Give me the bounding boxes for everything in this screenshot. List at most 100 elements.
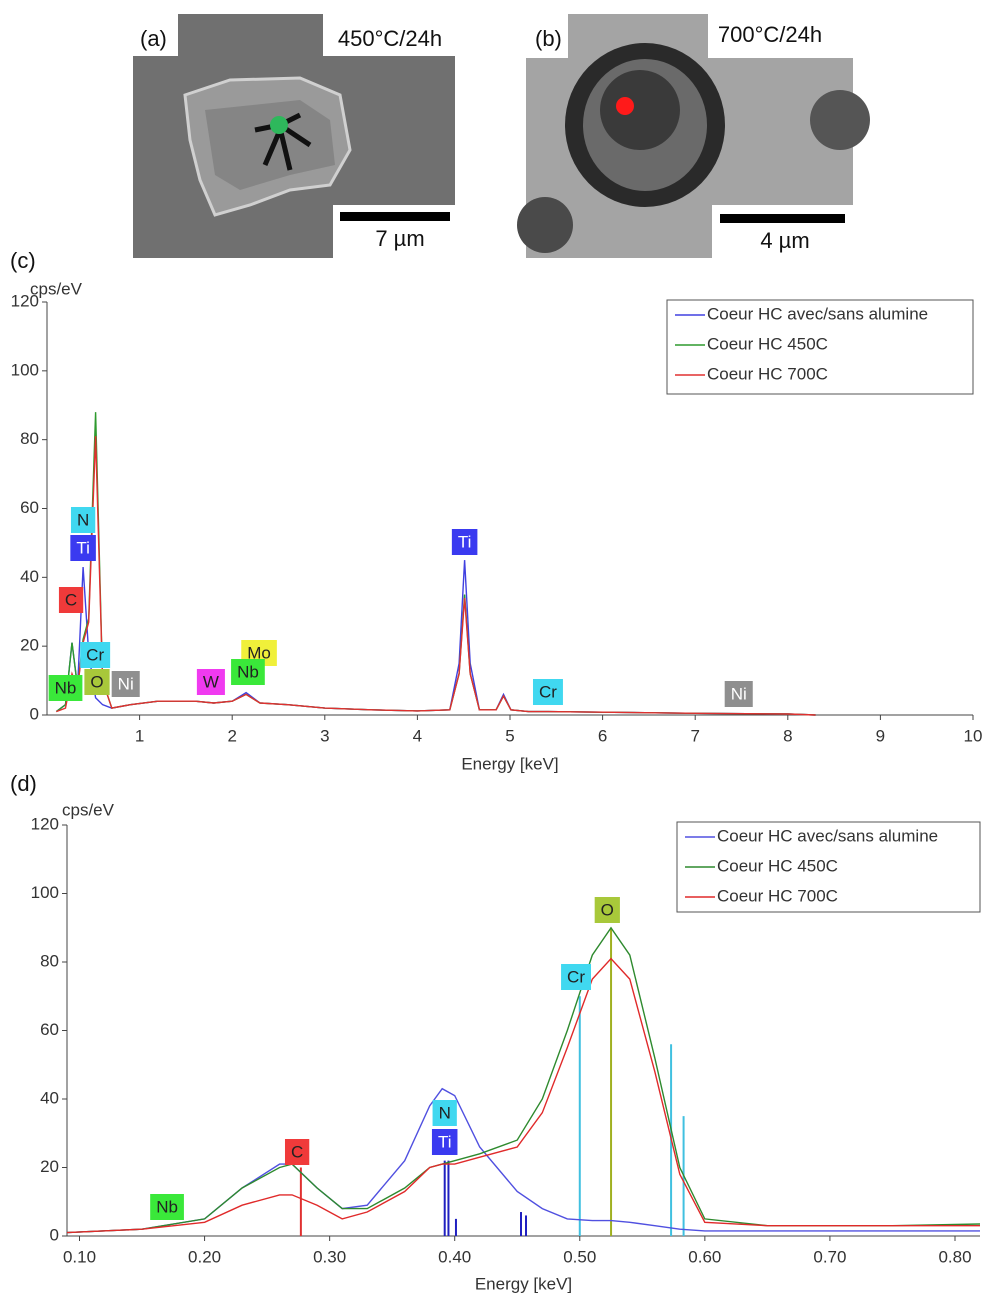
element-label: Ti [76, 538, 90, 557]
x-tick-label: 6 [598, 726, 607, 745]
element-label-box [80, 642, 111, 668]
legend-label: Coeur HC 450C [717, 856, 838, 875]
element-label: W [203, 672, 219, 691]
y-tick-label: 60 [40, 1020, 59, 1039]
x-tick-label: 1 [135, 726, 144, 745]
chart: (d) cps/eV Energy [keV] 0 20 40 60 80 100 120 0.10… [10, 771, 981, 1293]
element-label: Nb [55, 678, 77, 697]
y-tick-label: 40 [40, 1088, 59, 1107]
element-label: Cr [86, 645, 104, 664]
scale-bar-label: 7 µm [375, 226, 424, 251]
legend-label: Coeur HC 450C [707, 334, 828, 353]
x-tick-label: 8 [783, 726, 792, 745]
element-label-box [84, 669, 110, 695]
element-label-box [58, 587, 84, 613]
panel-label: (c) [10, 248, 36, 273]
y-axis-label: cps/eV [30, 279, 83, 298]
y-tick-label: 100 [11, 360, 39, 379]
sem-image-b: (b) 700°C/24h 4 µm [517, 14, 870, 258]
x-axis-label: Energy [keV] [461, 754, 558, 773]
element-label: N [77, 510, 89, 529]
y-tick-label: 60 [20, 498, 39, 517]
element-label: Cr [539, 682, 557, 701]
element-label: Mo [247, 643, 271, 662]
element-label-box [196, 669, 225, 695]
x-tick-label: 4 [413, 726, 422, 745]
legend-label: Coeur HC 700C [707, 364, 828, 383]
y-tick-label: 120 [11, 291, 39, 310]
y-tick-label: 100 [31, 883, 59, 902]
scale-bar-label: 4 µm [760, 228, 809, 253]
x-tick-label: 0.70 [813, 1247, 846, 1266]
element-label: Nb [156, 1197, 178, 1216]
legend-label: Coeur HC 700C [717, 886, 838, 905]
x-tick-label: 10 [964, 726, 983, 745]
panel-label: (a) [140, 26, 167, 51]
x-tick-label: 7 [690, 726, 699, 745]
element-label-box [431, 1129, 458, 1155]
element-label-box [111, 671, 140, 697]
spectrum-line [55, 560, 816, 716]
x-tick-label: 0.20 [188, 1247, 221, 1266]
element-label: Ni [118, 674, 134, 693]
y-tick-label: 40 [20, 567, 39, 586]
panel-condition: 700°C/24h [718, 22, 822, 47]
y-tick-label: 20 [40, 1157, 59, 1176]
element-label: N [439, 1103, 451, 1122]
spectrum-line [66, 926, 981, 1234]
y-tick-label: 120 [31, 814, 59, 833]
x-tick-label: 0.10 [63, 1247, 96, 1266]
element-label-box [150, 1194, 184, 1220]
element-label: O [90, 672, 103, 691]
panel-label: (d) [10, 771, 37, 796]
spectrum-line [66, 1087, 980, 1234]
y-tick-label: 80 [20, 429, 39, 448]
x-tick-label: 0.50 [563, 1247, 596, 1266]
chart: (c) cps/eV Energy [keV] 0 20 40 60 80 100 120 1 2 3 4… [10, 248, 982, 774]
x-tick-label: 9 [876, 726, 885, 745]
sem-image-a: (a) 450°C/24h 7 µm [133, 14, 455, 258]
element-label-box [561, 964, 592, 990]
spectrum-line [66, 957, 980, 1234]
y-axis-label: cps/eV [62, 800, 115, 819]
element-label-box [284, 1139, 310, 1165]
spectrum-line [56, 436, 816, 716]
element-label-box [594, 897, 620, 923]
y-tick-label: 0 [50, 1225, 59, 1244]
x-tick-label: 0.40 [438, 1247, 471, 1266]
element-label: Ni [731, 684, 747, 703]
legend-box [676, 821, 981, 913]
x-tick-label: 0.80 [938, 1247, 971, 1266]
y-tick-label: 20 [20, 636, 39, 655]
x-tick-label: 2 [227, 726, 236, 745]
element-label: Ti [438, 1132, 452, 1151]
element-label: Ti [458, 532, 472, 551]
legend-label: Coeur HC avec/sans alumine [707, 304, 928, 323]
y-tick-label: 0 [30, 704, 39, 723]
element-label: O [601, 900, 614, 919]
x-axis-label: Energy [keV] [475, 1274, 572, 1293]
element-label: C [65, 590, 77, 609]
panel-label: (b) [535, 26, 562, 51]
element-label-box [70, 507, 96, 533]
element-label-box [432, 1100, 457, 1126]
element-label-box [451, 529, 478, 555]
element-label: C [291, 1142, 303, 1161]
element-label: Cr [567, 967, 585, 986]
x-tick-label: 0.60 [688, 1247, 721, 1266]
element-label-box [532, 679, 563, 705]
element-label-box [48, 675, 83, 701]
element-label: Nb [237, 662, 259, 681]
x-tick-label: 0.30 [313, 1247, 346, 1266]
element-label-box [724, 681, 753, 707]
x-tick-label: 3 [320, 726, 329, 745]
y-tick-label: 80 [40, 951, 59, 970]
element-label-box [70, 535, 96, 561]
element-label-box [231, 659, 265, 685]
spectrum-line [55, 412, 816, 716]
x-tick-label: 5 [505, 726, 514, 745]
legend-box [666, 299, 974, 395]
legend-label: Coeur HC avec/sans alumine [717, 826, 938, 845]
